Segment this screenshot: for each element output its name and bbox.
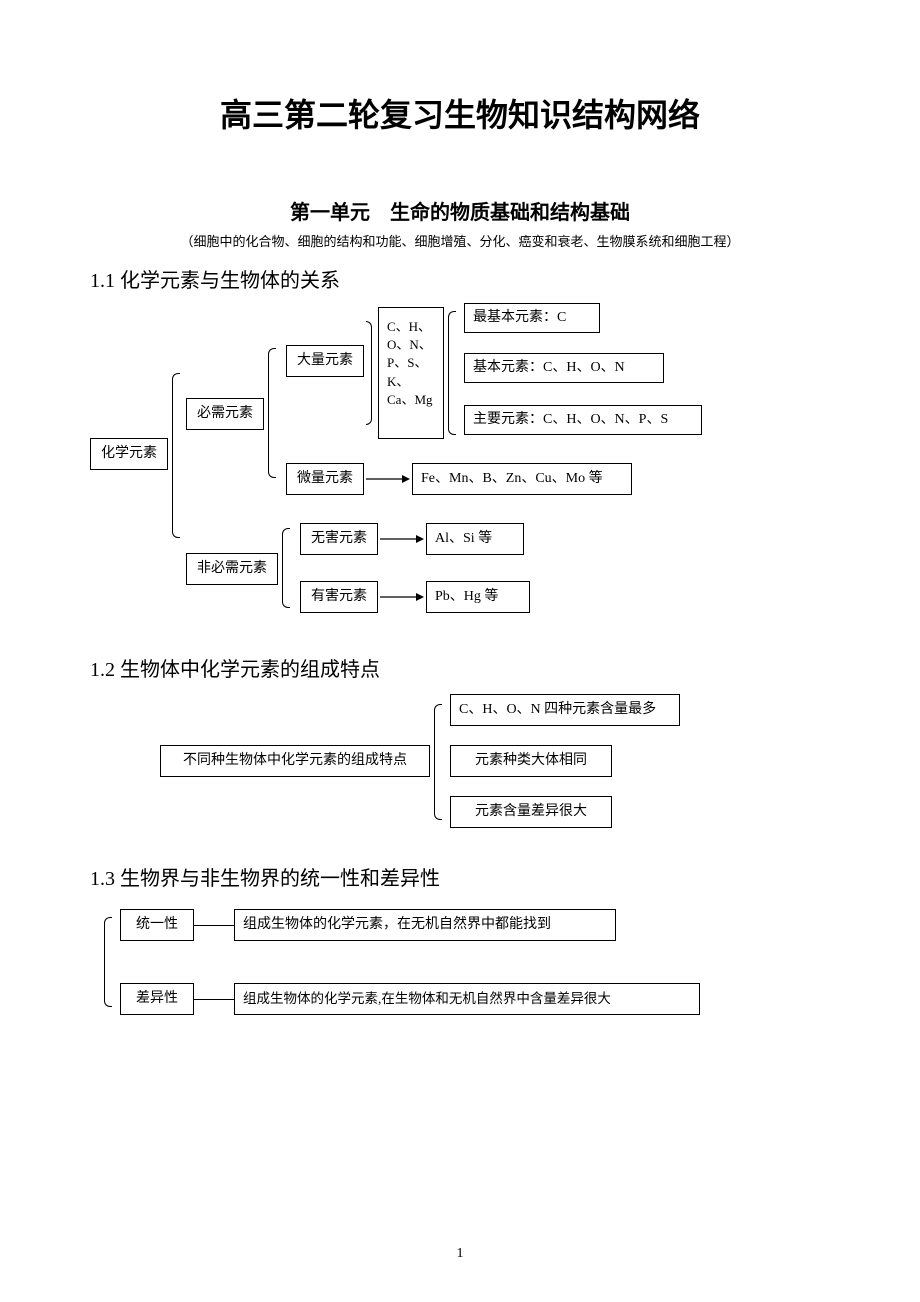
brace-3 [282, 528, 290, 608]
brace-1 [172, 373, 180, 538]
node-required: 必需元素 [186, 398, 264, 430]
diagram-1-1: 化学元素 必需元素 非必需元素 大量元素 C、H、O、N、P、S、K、Ca、Mg… [90, 303, 830, 623]
node-most-basic: 最基本元素：C [464, 303, 600, 333]
node-unity: 统一性 [120, 909, 194, 941]
node-root: 化学元素 [90, 438, 168, 470]
node-macro-list: C、H、O、N、P、S、K、Ca、Mg [378, 307, 444, 439]
node-diff: 差异性 [120, 983, 194, 1015]
line-diff [194, 999, 234, 1000]
node-basic: 基本元素：C、H、O、N [464, 353, 664, 383]
node-comp-b: 元素种类大体相同 [450, 745, 612, 777]
section-1-2-title: 1.2 生物体中化学元素的组成特点 [90, 653, 830, 682]
unit-title: 第一单元 生命的物质基础和结构基础 [90, 196, 830, 225]
node-composition-root: 不同种生物体中化学元素的组成特点 [160, 745, 430, 777]
brace-5 [448, 311, 456, 435]
node-diff-text: 组成生物体的化学元素,在生物体和无机自然界中含量差异很大 [234, 983, 700, 1015]
diagram-1-2: 不同种生物体中化学元素的组成特点 C、H、O、N 四种元素含量最多 元素种类大体… [90, 692, 830, 842]
node-harmful-list: Pb、Hg 等 [426, 581, 530, 613]
node-micro-list: Fe、Mn、B、Zn、Cu、Mo 等 [412, 463, 632, 495]
node-comp-c: 元素含量差异很大 [450, 796, 612, 828]
arrow-micro [366, 471, 410, 487]
node-comp-a: C、H、O、N 四种元素含量最多 [450, 694, 680, 726]
node-harmful: 有害元素 [300, 581, 378, 613]
brace-6 [434, 704, 442, 820]
arrow-harmful [380, 589, 424, 605]
page-number: 1 [0, 1246, 920, 1262]
section-1-1-title: 1.1 化学元素与生物体的关系 [90, 264, 830, 293]
main-title: 高三第二轮复习生物知识结构网络 [90, 90, 830, 136]
node-micro: 微量元素 [286, 463, 364, 495]
arrow-harmless [380, 531, 424, 547]
page: 高三第二轮复习生物知识结构网络 第一单元 生命的物质基础和结构基础 （细胞中的化… [0, 0, 920, 1302]
line-unity [194, 925, 234, 926]
unit-subtitle: （细胞中的化合物、细胞的结构和功能、细胞增殖、分化、癌变和衰老、生物膜系统和细胞… [90, 231, 830, 250]
section-1-3-title: 1.3 生物界与非生物界的统一性和差异性 [90, 862, 830, 891]
node-harmless-list: Al、Si 等 [426, 523, 524, 555]
node-main: 主要元素：C、H、O、N、P、S [464, 405, 702, 435]
brace-4r [366, 321, 372, 425]
diagram-1-3: 统一性 组成生物体的化学元素，在无机自然界中都能找到 差异性 组成生物体的化学元… [90, 901, 830, 1031]
brace-7 [104, 917, 112, 1007]
node-macro: 大量元素 [286, 345, 364, 377]
brace-2 [268, 348, 276, 478]
node-unity-text: 组成生物体的化学元素，在无机自然界中都能找到 [234, 909, 616, 941]
node-nonrequired: 非必需元素 [186, 553, 278, 585]
node-harmless: 无害元素 [300, 523, 378, 555]
